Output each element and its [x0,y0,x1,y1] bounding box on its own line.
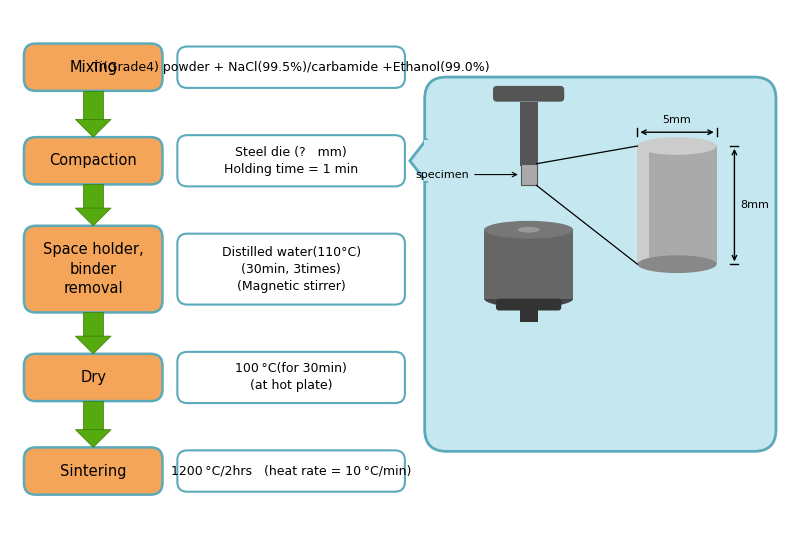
Polygon shape [75,208,111,226]
Bar [521,164,537,186]
Bar [424,140,448,182]
FancyBboxPatch shape [24,137,163,184]
FancyBboxPatch shape [425,77,776,452]
Text: Space holder,
binder
removal: Space holder, binder removal [43,243,144,296]
FancyBboxPatch shape [24,226,163,312]
Polygon shape [75,120,111,137]
Bar [520,310,538,322]
Bar [638,146,717,264]
Text: 100 °C(for 30min)
(at hot plate): 100 °C(for 30min) (at hot plate) [235,362,347,392]
FancyBboxPatch shape [177,450,405,492]
Bar [83,312,103,336]
Bar [520,102,538,166]
Text: 1200 °C/2hrs   (heat rate = 10 °C/min): 1200 °C/2hrs (heat rate = 10 °C/min) [171,465,411,478]
FancyBboxPatch shape [496,299,561,310]
Polygon shape [410,139,426,182]
FancyBboxPatch shape [24,354,163,401]
Text: 5mm: 5mm [663,115,692,125]
Text: Mixing: Mixing [69,60,118,75]
Ellipse shape [518,227,539,233]
Text: Ti(Grade4) powder + NaCl(99.5%)/carbamide +Ethanol(99.0%): Ti(Grade4) powder + NaCl(99.5%)/carbamid… [92,61,490,74]
Text: Distilled water(110°C)
(30min, 3times)
(Magnetic stirrer): Distilled water(110°C) (30min, 3times) (… [222,245,360,293]
FancyBboxPatch shape [177,234,405,305]
FancyBboxPatch shape [177,47,405,88]
Bar [638,146,649,264]
Text: Sintering: Sintering [60,464,126,479]
Bar [83,401,103,430]
FancyBboxPatch shape [24,44,163,91]
Ellipse shape [638,255,717,273]
Text: Steel die (?   mm)
Holding time = 1 min: Steel die (? mm) Holding time = 1 min [224,146,358,176]
Bar [484,230,573,299]
Ellipse shape [484,290,573,307]
Text: 8mm: 8mm [740,200,769,210]
FancyBboxPatch shape [24,448,163,495]
Text: Dry: Dry [80,370,106,385]
FancyBboxPatch shape [177,352,405,403]
Ellipse shape [484,221,573,239]
FancyBboxPatch shape [493,86,565,102]
FancyBboxPatch shape [177,135,405,186]
Ellipse shape [638,137,717,155]
Bar [83,91,103,120]
Text: Compaction: Compaction [49,153,137,168]
Polygon shape [75,430,111,448]
Polygon shape [75,336,111,354]
Bar [83,184,103,208]
Text: specimen: specimen [415,170,517,179]
